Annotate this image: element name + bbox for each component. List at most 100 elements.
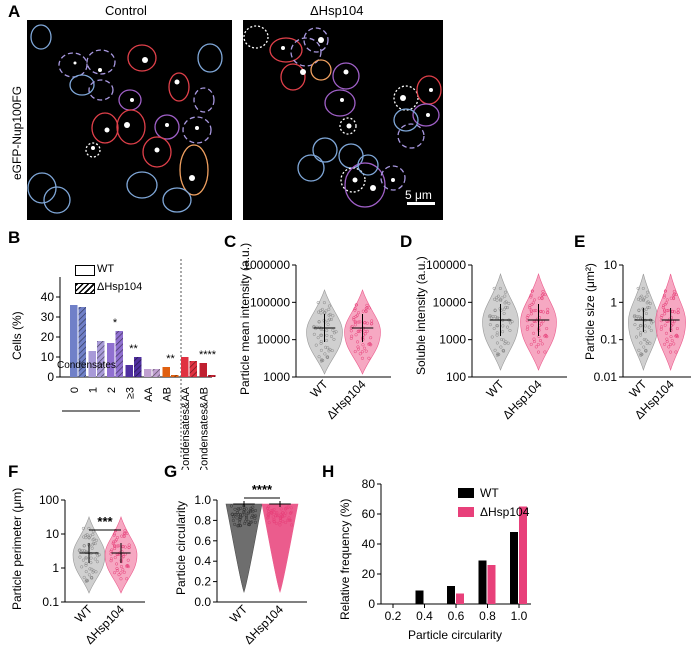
chart-b-bar [70, 305, 78, 377]
svg-d-point [525, 315, 529, 320]
svg-c-point [364, 349, 368, 353]
chart-b-ytick-label-4: 40 [41, 290, 55, 304]
svg-e-point [671, 322, 675, 326]
svg-g-point [233, 522, 237, 526]
chart-h-ytick-label-3: 60 [362, 507, 376, 521]
svg-f-point [84, 556, 88, 560]
svg-d-point [493, 348, 497, 352]
svg-d-point [506, 341, 510, 345]
chart-h-ytick-label-0: 0 [368, 597, 375, 611]
svg-c-point [324, 345, 328, 349]
svg-e-point [637, 315, 641, 319]
svg-f-point [89, 561, 93, 565]
legend-h-wt-swatch [458, 488, 474, 498]
svg-g-point [231, 518, 235, 523]
svg-g-point [273, 511, 277, 515]
svg-c-point [354, 303, 358, 307]
chart-b-significance-2: ** [166, 353, 175, 365]
chart-b-bar-hatch [115, 331, 123, 377]
svg-d-ytick-label-2: 10000 [433, 295, 467, 309]
svg-d-point [490, 335, 494, 339]
svg-d-ytick-label-3: 100000 [426, 258, 466, 272]
svg-g-ytick-label-3: 0.6 [194, 534, 211, 548]
svg-d-point [540, 296, 544, 300]
svg-d-xtick-label-0: WT [484, 377, 508, 401]
svg-d-point [495, 341, 499, 345]
chart-b-ytick-label-1: 10 [41, 350, 55, 364]
svg-e-point [644, 311, 648, 316]
chart-h-ytick-label-4: 80 [362, 477, 376, 491]
chart-h: 0 20 40 60 80 0.2 0.4 0.6 0.8 1.0 [362, 477, 531, 623]
svg-d-point [495, 298, 499, 302]
chart-b-bar-hatch [189, 361, 197, 377]
chart-h-bar [487, 565, 496, 604]
svg-f-point [126, 565, 130, 569]
chart-g-ylabel: Particle circularity [174, 500, 188, 595]
svg-e-point [663, 323, 667, 327]
svg-e-point [644, 307, 649, 311]
svg-g-ytick-label-5: 1.0 [194, 493, 211, 507]
svg-e-point [676, 310, 680, 314]
panel-label-a: A [8, 2, 21, 21]
svg-g-violin-1 [261, 503, 299, 593]
svg-f-point [91, 532, 95, 537]
svg-d-point [501, 324, 505, 328]
svg-g-point [253, 520, 257, 524]
svg-g-point [229, 504, 233, 508]
svg-g-point [267, 521, 271, 525]
svg-f-point [89, 552, 93, 556]
svg-e-point [645, 301, 649, 305]
svg-e-point [669, 335, 673, 339]
svg-g-point [278, 523, 282, 527]
micrograph-title-dhsp104: ΔHsp104 [310, 3, 364, 18]
panel-label-f: F [8, 462, 19, 481]
svg-f-point [92, 569, 96, 573]
svg-d-point [532, 309, 536, 313]
svg-e-point [644, 349, 648, 353]
svg-c-point [316, 336, 320, 340]
svg-f-point [84, 570, 88, 574]
svg-g-point [289, 511, 293, 515]
svg-f-point [81, 558, 85, 562]
svg-e-point [660, 325, 664, 329]
svg-c-point [369, 336, 373, 340]
svg-d-point [492, 326, 496, 331]
svg-e-point [666, 308, 670, 312]
svg-c-point [350, 334, 354, 338]
svg-f-point [90, 543, 94, 547]
svg-d-point [501, 349, 505, 353]
svg-g-point [238, 515, 242, 519]
svg-g-point [246, 519, 250, 523]
svg-f-point [112, 532, 116, 536]
svg-f-point [81, 526, 85, 530]
legend-h-dhsp-label: ΔHsp104 [480, 505, 530, 519]
svg-c-point [353, 308, 357, 312]
svg-e-point [636, 286, 640, 290]
svg-e-point [633, 314, 637, 318]
svg-e-point [669, 350, 673, 354]
svg-e-point [646, 300, 650, 304]
svg-d-point [528, 304, 532, 308]
svg-c-point [321, 358, 325, 362]
svg-d-point [508, 321, 512, 325]
svg-e-point [647, 325, 651, 329]
panel-label-d: D [400, 232, 413, 251]
svg-f-point [113, 528, 118, 533]
panel-label-c: C [224, 232, 237, 251]
svg-g-point [252, 514, 256, 518]
svg-c-point [331, 314, 335, 318]
svg-e-point [659, 315, 663, 320]
svg-e-point [641, 286, 645, 290]
svg-e-point [670, 338, 674, 343]
svg-g-point [241, 510, 245, 514]
svg-e-point [674, 292, 678, 297]
svg-f-ytick-label-1: 1 [52, 561, 59, 575]
chart-b-significance-3: **** [199, 349, 217, 361]
svg-d-point [526, 325, 530, 329]
svg-f-point [87, 526, 91, 530]
svg-d-point [532, 337, 536, 341]
svg-c-point [353, 307, 357, 311]
svg-g-ytick-label-2: 0.4 [194, 554, 211, 568]
